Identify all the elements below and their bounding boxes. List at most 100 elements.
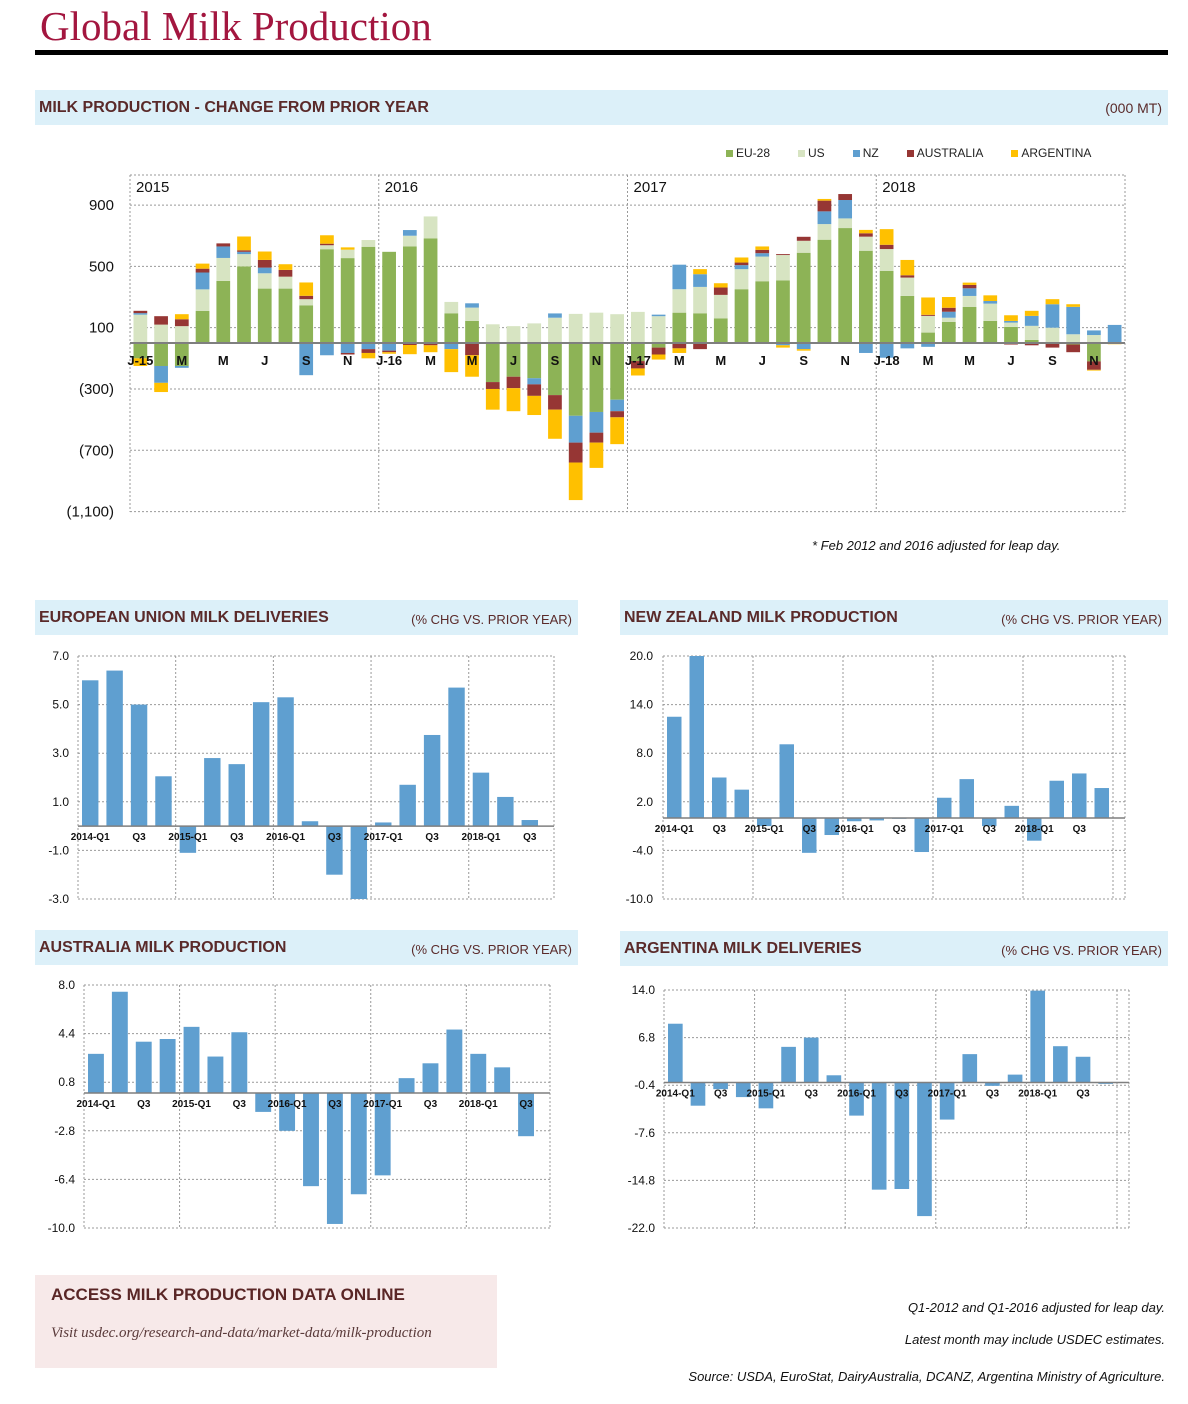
bar-australia	[154, 316, 168, 325]
bar-us	[693, 286, 707, 314]
bar	[497, 796, 514, 827]
bar-us	[796, 240, 811, 253]
y-tick-label: -22.0	[628, 1221, 656, 1235]
legend-item-us: US	[798, 146, 825, 160]
bar-australia	[796, 236, 811, 241]
bar-us	[423, 216, 438, 239]
x-tick-label: Q3	[328, 1099, 342, 1110]
bar	[802, 818, 817, 853]
bar-australia	[693, 343, 707, 350]
bar	[757, 818, 772, 827]
bar-us	[672, 289, 687, 313]
bar-argentina	[859, 229, 873, 234]
bar-australia	[237, 250, 251, 252]
bar-nz	[402, 230, 417, 236]
x-tick-label: 2015-Q1	[172, 1099, 211, 1110]
x-tick-label: S	[799, 353, 808, 368]
bar-us	[237, 254, 251, 267]
bar	[690, 1082, 706, 1106]
y-tick-label: (700)	[79, 442, 114, 459]
x-tick-label: J-16	[376, 353, 402, 368]
bar	[228, 764, 245, 827]
bar-australia	[941, 307, 956, 312]
y-tick-label: 1.0	[52, 795, 69, 809]
x-tick-label: S	[302, 353, 311, 368]
y-tick-label: -4.0	[632, 843, 653, 857]
bar-nz	[1004, 320, 1018, 323]
x-tick-label: Q3	[895, 1089, 909, 1100]
bar	[448, 687, 465, 827]
nz-panel-unit: (% CHG VS. PRIOR YEAR)	[1001, 612, 1162, 627]
x-tick-label: M	[218, 353, 229, 368]
bar	[959, 779, 974, 818]
bar	[375, 822, 392, 827]
bar-argentina	[776, 345, 790, 348]
x-tick-label: Q3	[328, 832, 342, 843]
bar-australia	[776, 254, 790, 256]
x-tick-label: M	[964, 353, 975, 368]
bar-argentina	[817, 198, 832, 201]
bar-us	[402, 235, 417, 247]
y-tick-label: 0.8	[58, 1075, 75, 1089]
bar-australia	[838, 194, 853, 201]
access-data-link[interactable]: Visit usdec.org/research-and-data/market…	[51, 1325, 432, 1341]
bar-australia	[879, 244, 894, 250]
bar-us	[983, 303, 998, 321]
main-chart-unit: (000 MT)	[1105, 100, 1162, 116]
y-tick-label: 4.4	[58, 1027, 75, 1041]
bar-australia	[465, 343, 479, 356]
bar-us	[817, 224, 832, 240]
y-tick-label: -1.0	[48, 843, 69, 857]
legend-label: AUSTRALIA	[916, 146, 984, 160]
bar-argentina	[237, 236, 251, 251]
bar-australia	[299, 295, 314, 300]
bar-australia	[506, 376, 521, 389]
bar	[914, 818, 929, 853]
bar-nz	[776, 343, 790, 346]
bar	[1030, 990, 1046, 1083]
bar-eu-28	[133, 343, 148, 359]
bar-argentina	[548, 409, 562, 439]
bar-australia	[195, 268, 210, 273]
bar	[962, 1054, 978, 1083]
bar	[735, 1082, 751, 1098]
bar-nz	[1066, 306, 1081, 335]
bar-eu-28	[568, 343, 583, 416]
bar-nz	[941, 311, 956, 318]
y-tick-label: 6.8	[638, 1031, 655, 1045]
y-tick-label: -2.8	[54, 1124, 75, 1138]
x-tick-label: 2015-Q1	[745, 824, 784, 835]
bar-eu-28	[776, 280, 790, 343]
bar-argentina	[465, 355, 479, 377]
bar-nz	[983, 301, 998, 304]
bar-us	[485, 324, 500, 343]
bar	[917, 1082, 932, 1217]
bar-argentina	[444, 349, 459, 373]
x-tick-label: S	[1048, 353, 1057, 368]
bar	[231, 1032, 248, 1093]
y-tick-label: 900	[89, 197, 114, 214]
bar-argentina	[900, 259, 915, 276]
bar-australia	[361, 349, 376, 353]
x-tick-label: M	[467, 353, 478, 368]
bar-nz	[361, 343, 376, 350]
legend-label: US	[808, 146, 825, 160]
bar-australia	[817, 200, 832, 212]
bar-us	[361, 240, 376, 247]
bar-argentina	[651, 354, 666, 360]
bar-australia	[423, 343, 438, 346]
argentina-panel-title: ARGENTINA MILK DELIVERIES	[624, 940, 862, 957]
year-label: 2018	[882, 179, 915, 196]
bar-argentina	[423, 345, 438, 353]
bar	[470, 1053, 487, 1093]
bar-nz	[962, 288, 977, 296]
bar-argentina	[278, 264, 293, 270]
bar-argentina	[941, 297, 956, 308]
bar-nz	[195, 272, 210, 290]
bar-argentina	[1004, 315, 1018, 321]
bar-eu-28	[983, 320, 998, 343]
year-label: 2016	[385, 179, 418, 196]
bar-eu-28	[506, 343, 521, 377]
y-tick-label: -0.4	[634, 1078, 655, 1092]
y-tick-label: (300)	[79, 381, 114, 398]
